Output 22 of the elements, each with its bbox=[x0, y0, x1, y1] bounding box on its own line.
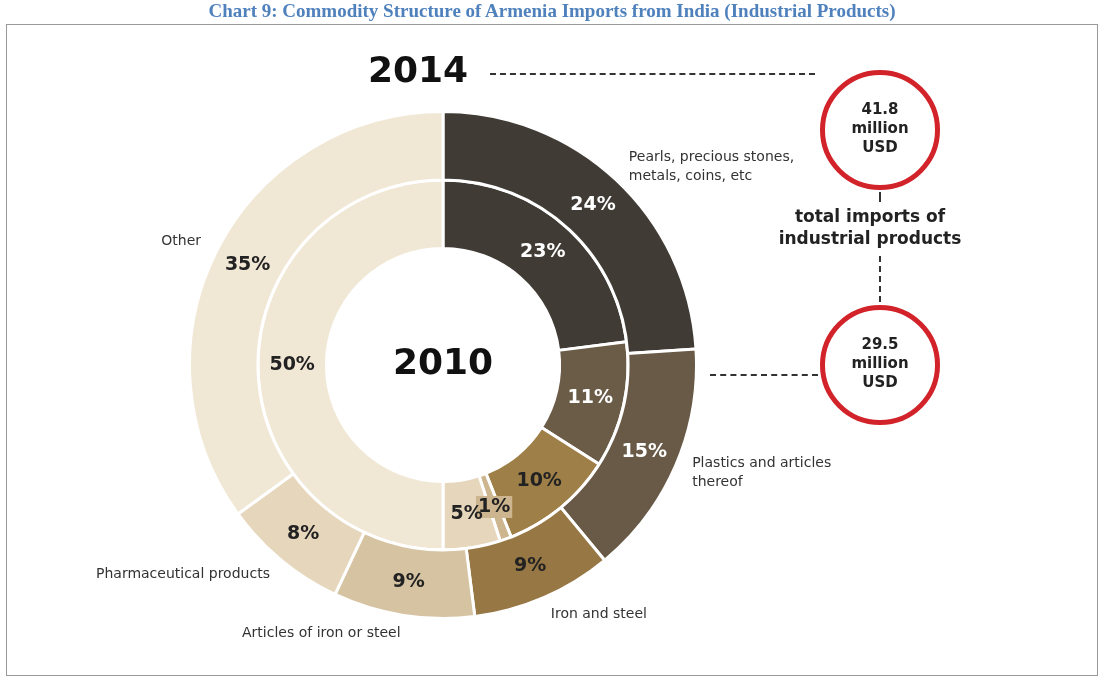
chart-title: Chart 9: Commodity Structure of Armenia Imports from India (Industrial Products) bbox=[207, 0, 897, 22]
slice-label: Articles of iron or steel bbox=[242, 623, 401, 640]
data-label: 23% bbox=[520, 238, 566, 261]
data-label: 9% bbox=[513, 553, 547, 576]
data-label: 11% bbox=[567, 384, 613, 407]
data-label: 50% bbox=[269, 351, 315, 374]
data-label: 15% bbox=[621, 439, 667, 462]
data-label: 8% bbox=[287, 520, 320, 543]
slice-label: 2010 bbox=[392, 341, 494, 383]
text: 41.8 million USD bbox=[850, 100, 910, 157]
slice-label: Iron and steel bbox=[550, 604, 647, 621]
slice-label: Plastics and articles thereof bbox=[692, 453, 832, 489]
text: 29.5 million USD bbox=[850, 335, 910, 392]
slice-label: Pharmaceutical products bbox=[95, 564, 270, 581]
data-label: 24% bbox=[570, 192, 616, 215]
data-label: 9% bbox=[392, 568, 425, 591]
data-label: 10% bbox=[516, 468, 562, 491]
slice-label: Pearls, precious stones, metals, coins, etc bbox=[628, 148, 795, 184]
text: total imports of industrial products bbox=[777, 205, 963, 249]
data-label: 35% bbox=[224, 252, 271, 275]
slice-label: 2014 bbox=[367, 49, 469, 91]
slice-label: Other bbox=[161, 232, 202, 249]
